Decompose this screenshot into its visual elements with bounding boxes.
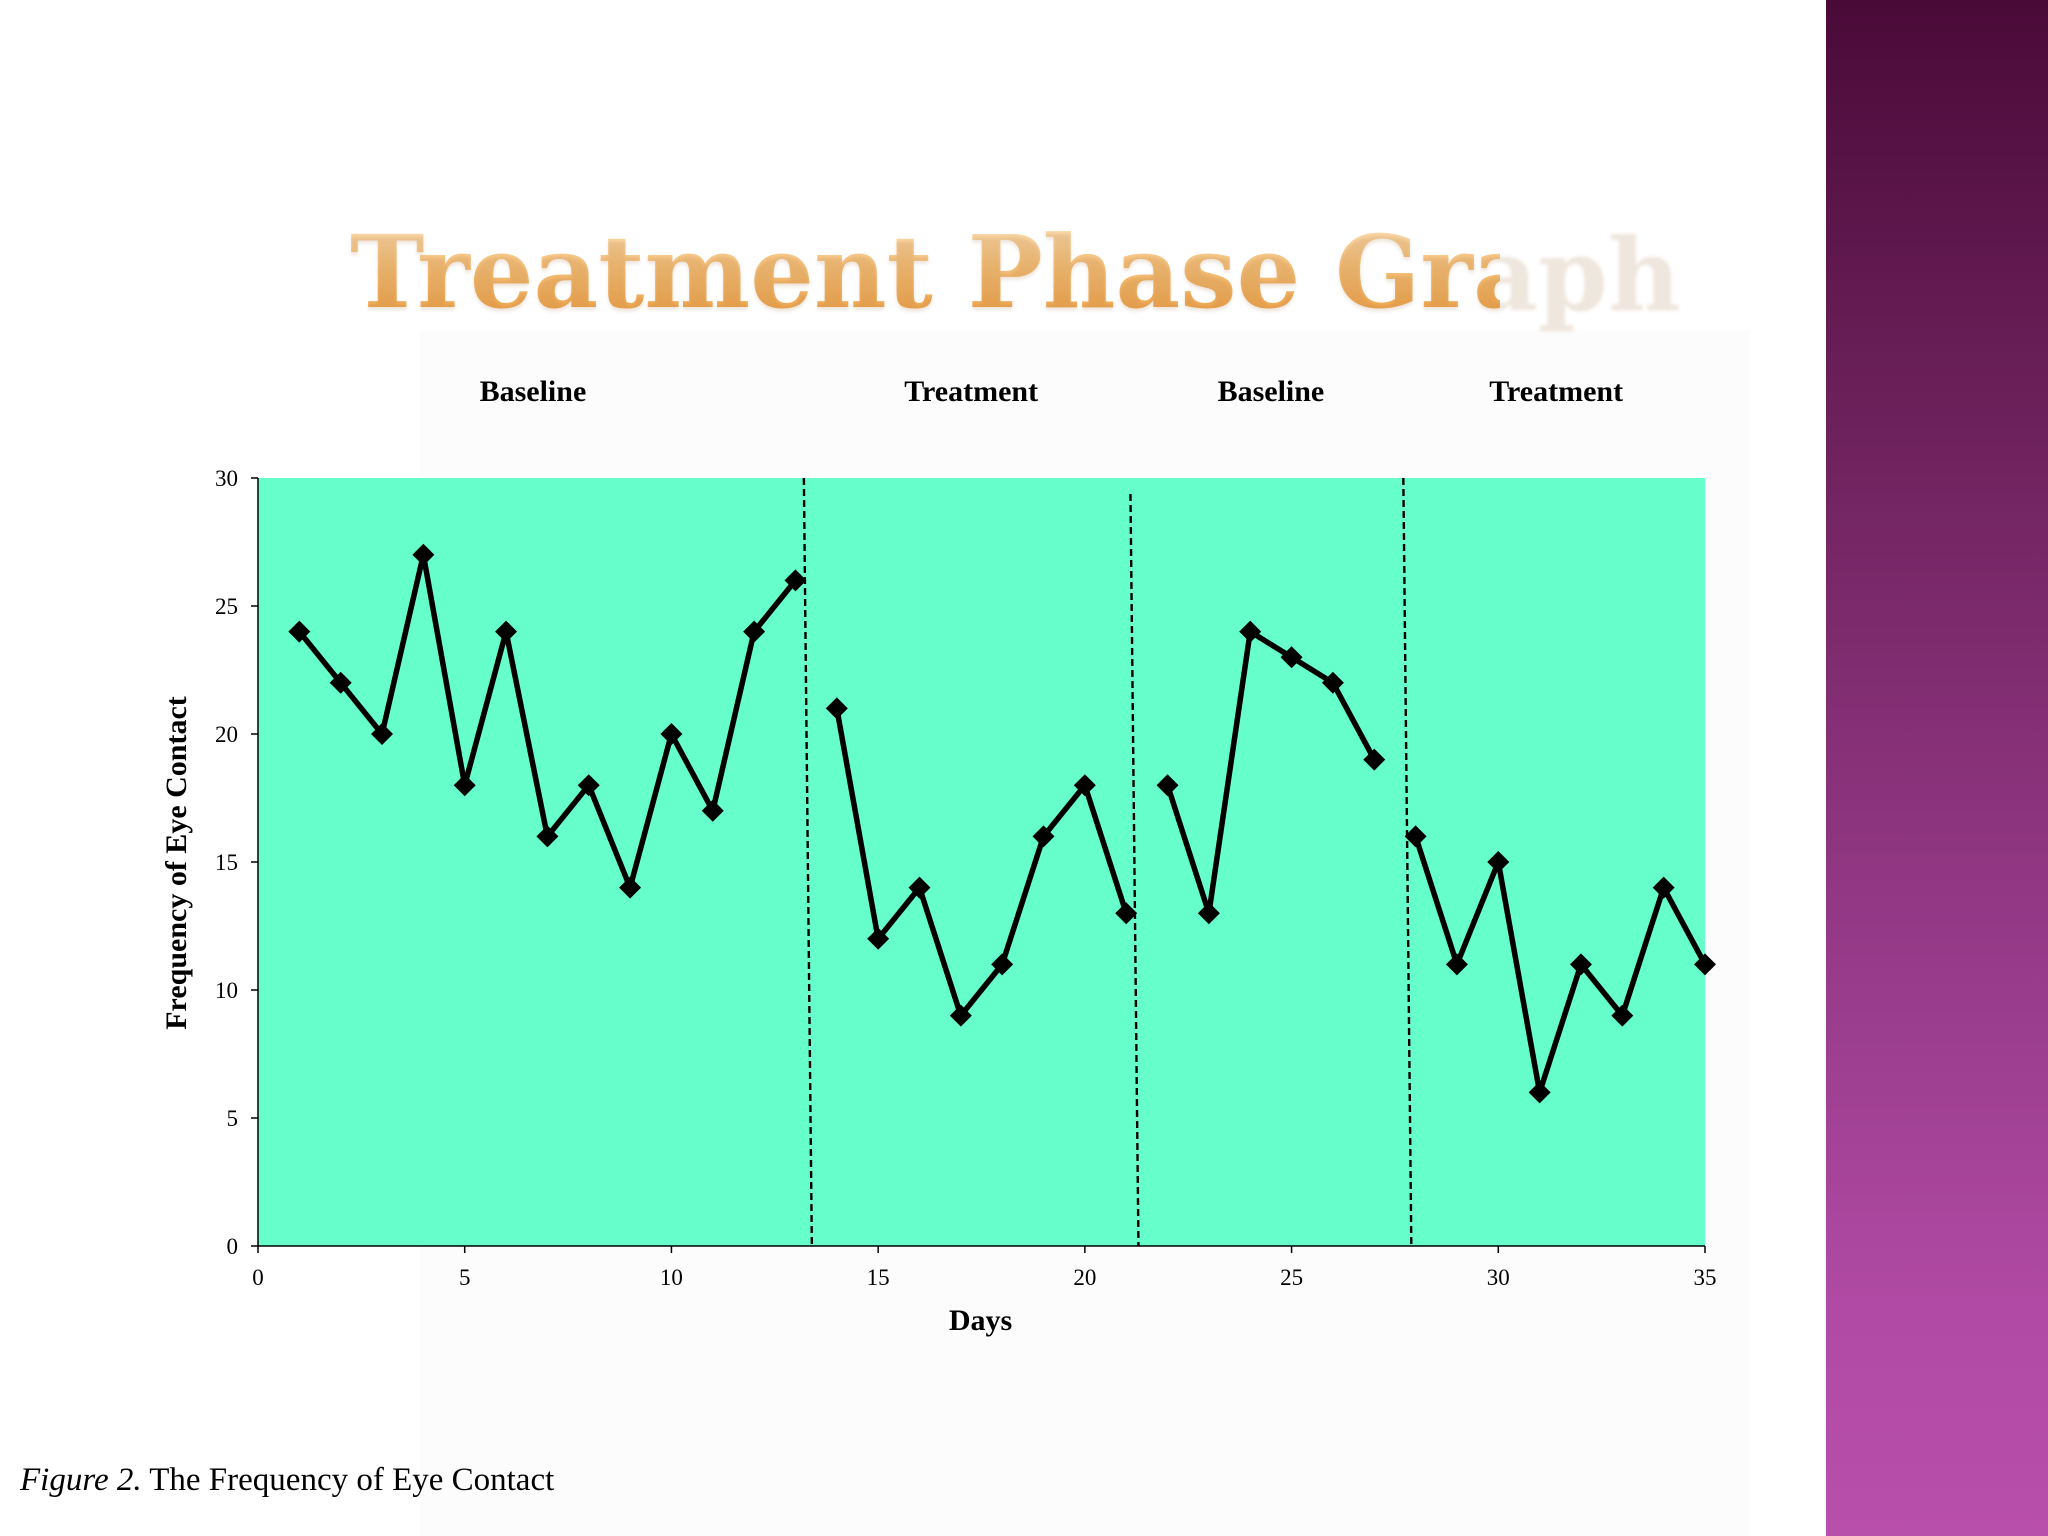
data-point-marker	[329, 671, 352, 694]
data-point-marker	[577, 774, 600, 797]
data-point-marker	[536, 825, 559, 848]
phase-change-line	[1129, 493, 1140, 1247]
data-point-marker	[1363, 748, 1386, 771]
phase-change-line	[802, 477, 814, 1247]
series-line	[1164, 628, 1378, 916]
phase-label: Treatment	[1489, 375, 1623, 408]
data-point-marker	[867, 927, 890, 950]
figure-caption-text: The Frequency of Eye Contact	[149, 1462, 555, 1498]
data-point-marker	[412, 543, 435, 566]
data-point-marker	[660, 723, 683, 745]
data-point-marker	[1652, 876, 1675, 899]
y-tick-label: 0	[227, 1234, 239, 1259]
y-tick-label: 5	[227, 1106, 239, 1131]
figure-caption-label: Figure 2.	[20, 1462, 142, 1498]
data-point-marker	[453, 774, 476, 797]
phase-label: Baseline	[1218, 375, 1325, 408]
data-point-marker	[908, 876, 931, 899]
x-tick-label: 5	[459, 1265, 471, 1290]
x-tick-label: 20	[1073, 1265, 1096, 1290]
y-tick-label: 30	[215, 466, 238, 491]
data-point-marker	[743, 620, 766, 643]
data-point-marker	[1115, 902, 1138, 925]
y-tick-label: 15	[215, 850, 238, 875]
phase-label: Baseline	[480, 375, 587, 408]
x-tick-label: 25	[1280, 1265, 1303, 1290]
x-tick-label: 10	[660, 1265, 683, 1290]
data-point-marker	[701, 799, 724, 822]
data-point-marker	[1197, 902, 1220, 925]
data-point-marker	[1073, 774, 1096, 797]
decorative-sidebar-band	[1826, 0, 2048, 1536]
data-point-marker	[1611, 1004, 1634, 1027]
data-point-marker	[1156, 774, 1179, 797]
data-point-marker	[1569, 953, 1592, 976]
data-point-marker	[991, 953, 1014, 976]
y-tick-label: 20	[215, 722, 238, 747]
figure-caption: Figure 2. The Frequency of Eye Contact	[20, 1462, 554, 1499]
x-tick-label: 35	[1694, 1265, 1717, 1290]
y-axis-title: Frequency of Eye Contact	[160, 696, 193, 1030]
x-tick-label: 30	[1487, 1265, 1510, 1290]
data-point-marker	[1280, 646, 1303, 669]
data-point-marker	[1487, 851, 1510, 873]
data-point-marker	[784, 569, 807, 592]
x-axis-title: Days	[949, 1304, 1012, 1337]
data-point-marker	[1239, 620, 1262, 643]
x-tick-label: 15	[867, 1265, 890, 1290]
x-tick-label: 0	[252, 1265, 264, 1290]
data-point-marker	[949, 1004, 972, 1027]
data-point-marker	[1321, 671, 1344, 694]
plot-area	[258, 478, 1705, 1246]
series-line	[834, 705, 1129, 1019]
data-point-marker	[1404, 825, 1427, 848]
data-point-marker	[619, 876, 642, 899]
data-point-marker	[495, 620, 518, 643]
slide-title: Treatment Phase Graph	[350, 213, 1681, 331]
data-point-marker	[288, 620, 311, 643]
y-tick-label: 10	[215, 978, 238, 1003]
data-point-marker	[825, 697, 848, 720]
phase-change-line	[1402, 477, 1413, 1247]
phase-label: Treatment	[904, 375, 1038, 408]
y-tick-label: 25	[215, 594, 238, 619]
series-line	[1412, 833, 1708, 1096]
data-point-marker	[1032, 825, 1055, 848]
data-point-marker	[1694, 953, 1716, 976]
data-point-marker	[1528, 1081, 1551, 1104]
data-point-marker	[371, 723, 394, 745]
data-point-marker	[1445, 953, 1468, 976]
